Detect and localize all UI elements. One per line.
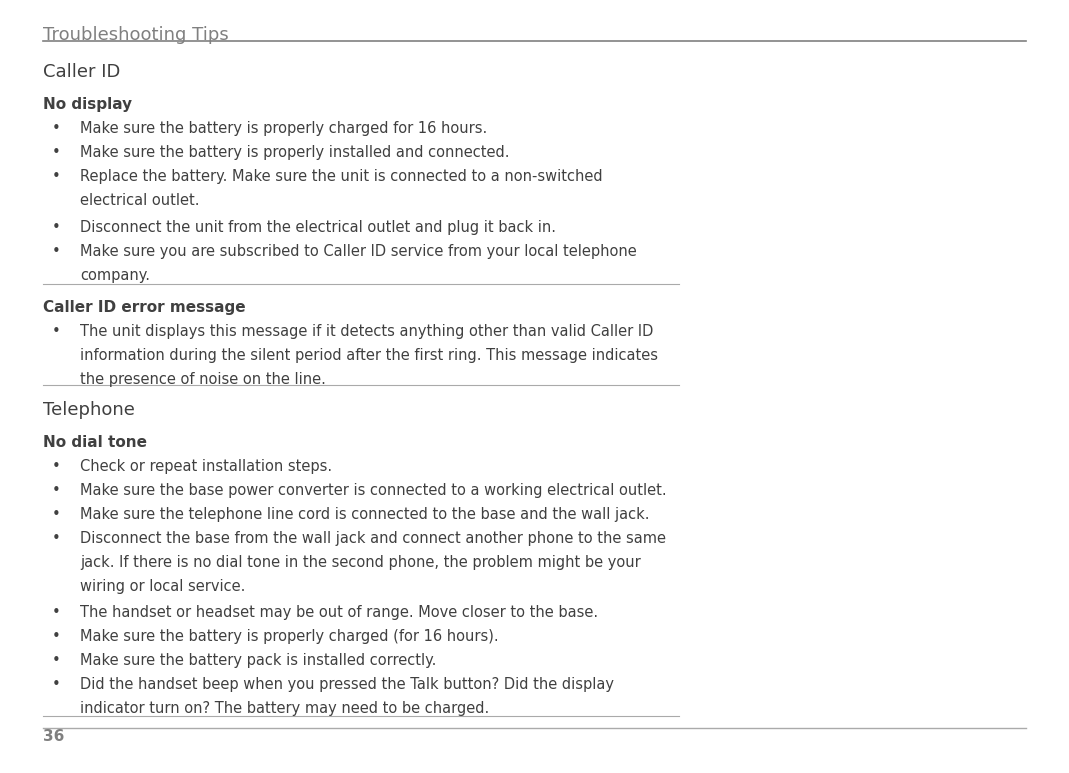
Text: No dial tone: No dial tone (43, 435, 146, 450)
Text: Make sure the battery is properly installed and connected.: Make sure the battery is properly instal… (80, 145, 510, 160)
Text: •: • (51, 459, 60, 474)
Text: •: • (51, 220, 60, 235)
Text: indicator turn on? The battery may need to be charged.: indicator turn on? The battery may need … (80, 700, 490, 716)
Text: Troubleshooting Tips: Troubleshooting Tips (43, 26, 229, 43)
Text: •: • (51, 652, 60, 668)
Text: Disconnect the base from the wall jack and connect another phone to the same: Disconnect the base from the wall jack a… (80, 531, 666, 546)
Text: Make sure the battery pack is installed correctly.: Make sure the battery pack is installed … (80, 652, 436, 668)
Text: •: • (51, 628, 60, 644)
Text: Make sure the battery is properly charged for 16 hours.: Make sure the battery is properly charge… (80, 121, 487, 136)
Text: The handset or headset may be out of range. Move closer to the base.: The handset or headset may be out of ran… (80, 604, 599, 620)
Text: Disconnect the unit from the electrical outlet and plug it back in.: Disconnect the unit from the electrical … (80, 220, 561, 235)
Text: Check or repeat installation steps.: Check or repeat installation steps. (80, 459, 332, 474)
Text: •: • (51, 145, 60, 160)
Text: •: • (51, 604, 60, 620)
Text: Make sure the battery is properly charged (for 16 hours).: Make sure the battery is properly charge… (80, 628, 499, 644)
Text: •: • (51, 676, 60, 692)
Text: No display: No display (43, 97, 131, 112)
Text: •: • (51, 483, 60, 498)
Text: Did the handset beep when you pressed the Talk button? Did the display: Did the handset beep when you pressed th… (80, 676, 615, 692)
Text: •: • (51, 121, 60, 136)
Text: Telephone: Telephone (43, 401, 135, 419)
Text: Make sure you are subscribed to Caller ID service from your local telephone: Make sure you are subscribed to Caller I… (80, 244, 637, 259)
Text: company.: company. (80, 268, 150, 283)
Text: Caller ID: Caller ID (43, 63, 120, 81)
Text: information during the silent period after the first ring. This message indicate: information during the silent period aft… (80, 348, 659, 363)
Text: Replace the battery. Make sure the unit is connected to a non-switched: Replace the battery. Make sure the unit … (80, 169, 603, 184)
Text: •: • (51, 531, 60, 546)
Text: Make sure the telephone line cord is connected to the base and the wall jack.: Make sure the telephone line cord is con… (80, 507, 650, 522)
Text: Make sure the base power converter is connected to a working electrical outlet.: Make sure the base power converter is co… (80, 483, 667, 498)
Text: electrical outlet.: electrical outlet. (80, 193, 204, 208)
Text: The unit displays this message if it detects anything other than valid Caller ID: The unit displays this message if it det… (80, 324, 653, 339)
Text: Caller ID error message: Caller ID error message (43, 300, 246, 315)
Text: 36: 36 (43, 729, 64, 744)
Text: the presence of noise on the line.: the presence of noise on the line. (80, 372, 326, 387)
Text: •: • (51, 507, 60, 522)
Text: wiring or local service.: wiring or local service. (80, 579, 246, 594)
Text: •: • (51, 169, 60, 184)
Text: jack. If there is no dial tone in the second phone, the problem might be your: jack. If there is no dial tone in the se… (80, 555, 641, 570)
Text: •: • (51, 324, 60, 339)
Text: •: • (51, 244, 60, 259)
